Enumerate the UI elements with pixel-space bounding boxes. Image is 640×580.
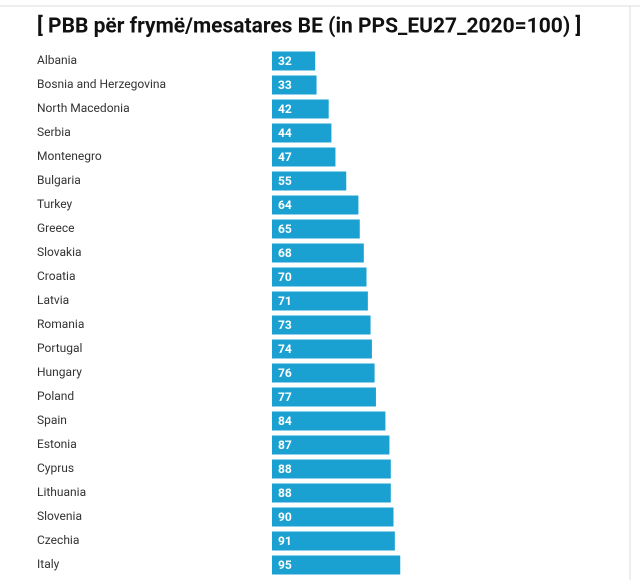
value-label: 55	[278, 174, 292, 188]
bar	[272, 555, 401, 575]
category-label: Slovakia	[37, 245, 82, 259]
category-label: Italy	[37, 557, 60, 571]
category-label: Hungary	[37, 365, 82, 379]
bar	[272, 411, 386, 431]
category-label: Turkey	[37, 197, 73, 211]
category-label: Romania	[37, 317, 84, 331]
category-label: Cyprus	[37, 461, 74, 475]
bar	[272, 483, 391, 503]
bar	[272, 339, 372, 359]
bar	[272, 459, 391, 479]
value-label: 84	[278, 414, 292, 428]
value-label: 88	[278, 486, 292, 500]
value-label: 73	[278, 318, 292, 332]
bar	[272, 75, 317, 95]
bar	[272, 315, 371, 335]
category-label: Estonia	[37, 437, 77, 451]
category-label: Lithuania	[37, 485, 86, 499]
category-label: Portugal	[37, 341, 82, 355]
value-label: 64	[278, 198, 292, 212]
value-label: 47	[278, 150, 292, 164]
value-label: 42	[278, 102, 292, 116]
value-label: 33	[278, 78, 292, 92]
bar	[272, 147, 336, 167]
value-label: 77	[278, 390, 292, 404]
bar	[272, 435, 390, 455]
value-label: 74	[278, 342, 292, 356]
value-label: 44	[278, 126, 292, 140]
chart-title: [ PBB për frymë/mesatares BE (in PPS_EU2…	[37, 15, 581, 39]
bar	[272, 219, 360, 239]
bar	[272, 99, 329, 119]
category-label: Croatia	[37, 269, 76, 283]
category-label: Latvia	[37, 293, 69, 307]
category-label: Poland	[37, 389, 74, 403]
bar	[272, 531, 395, 551]
category-label: North Macedonia	[37, 101, 130, 115]
bar	[272, 51, 316, 71]
category-label: Bulgaria	[37, 173, 81, 187]
bar	[272, 507, 394, 527]
value-label: 87	[278, 438, 292, 452]
category-label: Albania	[37, 53, 77, 67]
value-label: 71	[278, 294, 292, 308]
bar	[272, 267, 367, 287]
category-label: Bosnia and Herzegovina	[37, 77, 166, 91]
bar	[272, 243, 364, 263]
bar	[272, 195, 359, 215]
value-label: 91	[278, 534, 292, 548]
value-label: 65	[278, 222, 292, 236]
category-label: Greece	[37, 221, 75, 235]
category-label: Czechia	[37, 533, 79, 547]
bar	[272, 387, 376, 407]
category-label: Slovenia	[37, 509, 82, 523]
category-label: Serbia	[37, 125, 71, 139]
category-label: Spain	[37, 413, 67, 427]
bar	[272, 171, 347, 191]
bar	[272, 123, 332, 143]
category-label: Montenegro	[37, 149, 102, 163]
bar	[272, 363, 375, 383]
value-label: 32	[278, 54, 292, 68]
value-label: 76	[278, 366, 292, 380]
value-label: 90	[278, 510, 292, 524]
value-label: 95	[278, 558, 292, 572]
value-label: 70	[278, 270, 292, 284]
value-label: 68	[278, 246, 292, 260]
value-label: 88	[278, 462, 292, 476]
bar	[272, 291, 368, 311]
